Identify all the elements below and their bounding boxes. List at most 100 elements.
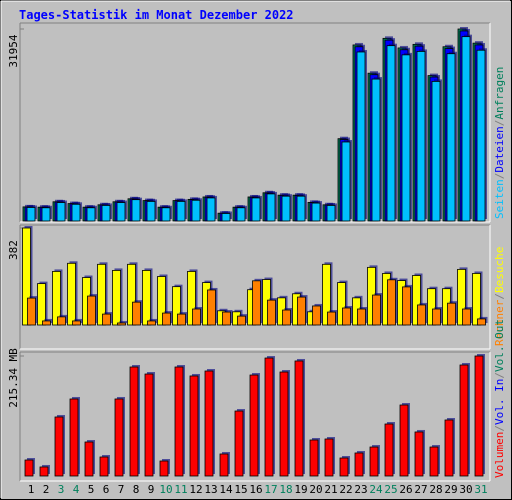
- bar: [372, 294, 381, 326]
- bar: [387, 279, 396, 326]
- bar: [87, 295, 96, 326]
- bar: [42, 320, 51, 326]
- bar: [311, 202, 321, 222]
- bar: [219, 453, 229, 477]
- legend: Rechner/Besuche: [493, 247, 506, 346]
- bar: [337, 282, 346, 326]
- x-tick-label: 24: [369, 483, 383, 496]
- bar: [457, 268, 466, 326]
- bar: [447, 302, 456, 326]
- bar: [147, 320, 156, 326]
- bar: [112, 270, 121, 326]
- bar: [206, 197, 216, 222]
- x-tick-label: 27: [414, 483, 427, 496]
- bar: [401, 54, 411, 222]
- bar: [266, 193, 276, 222]
- bar: [342, 307, 351, 326]
- x-tick-label: 30: [459, 483, 472, 496]
- x-tick-label: 4: [73, 483, 80, 496]
- x-tick-label: 29: [444, 483, 457, 496]
- bar: [72, 320, 81, 326]
- bar: [22, 227, 31, 326]
- bar: [327, 311, 336, 326]
- bar: [462, 308, 471, 326]
- bar: [322, 263, 331, 326]
- bar: [384, 423, 394, 477]
- bar: [312, 305, 321, 326]
- bar: [159, 460, 169, 477]
- bar: [281, 195, 291, 222]
- bar: [326, 205, 336, 222]
- bar: [24, 459, 34, 477]
- x-tick-label: 8: [133, 483, 140, 496]
- y-tick-label: 215.34 MB: [7, 348, 20, 408]
- x-tick-label: 9: [148, 483, 155, 496]
- bar: [446, 53, 456, 222]
- bar: [56, 202, 66, 222]
- x-tick-label: 13: [204, 483, 217, 496]
- bar: [296, 195, 306, 222]
- bar: [52, 271, 61, 326]
- bar: [252, 280, 261, 326]
- bar: [429, 446, 439, 477]
- bar: [174, 366, 184, 477]
- bar: [234, 410, 244, 477]
- x-tick-label: 21: [324, 483, 337, 496]
- bar: [417, 304, 426, 326]
- bar: [341, 141, 351, 222]
- bar: [157, 276, 166, 326]
- bar: [69, 398, 79, 477]
- bar: [444, 419, 454, 477]
- bar: [162, 312, 171, 326]
- bar: [132, 301, 141, 326]
- bar: [251, 197, 261, 222]
- x-tick-label: 26: [399, 483, 412, 496]
- bar: [114, 398, 124, 477]
- bar: [222, 311, 231, 326]
- x-tick-label: 25: [384, 483, 397, 496]
- bar: [297, 296, 306, 326]
- x-tick-label: 31: [474, 483, 487, 496]
- legend: Seiten/Dateien/Anfragen: [493, 67, 506, 219]
- bar: [282, 309, 291, 326]
- bar: [71, 203, 81, 222]
- bar: [402, 286, 411, 326]
- legend-separator: /: [493, 120, 506, 127]
- bar: [116, 202, 126, 222]
- legend-entry: Vol. Out: [493, 319, 506, 372]
- bar: [102, 313, 111, 326]
- bar: [279, 371, 289, 477]
- bar: [57, 316, 66, 326]
- bar: [354, 452, 364, 477]
- bar: [369, 446, 379, 477]
- x-tick-label: 19: [294, 483, 307, 496]
- bar: [432, 308, 441, 326]
- legend-separator: /: [493, 173, 506, 180]
- bar: [191, 199, 201, 222]
- y-tick-label: 382: [7, 240, 20, 260]
- bar: [399, 404, 409, 477]
- legend-entry: Anfragen: [493, 67, 506, 120]
- x-tick-label: 16: [249, 483, 262, 496]
- bar: [339, 457, 349, 477]
- bar: [146, 201, 156, 222]
- x-tick-label: 10: [159, 483, 172, 496]
- bar: [41, 207, 51, 222]
- bar: [142, 270, 151, 326]
- legend-entry: Volumen: [493, 432, 506, 478]
- bar: [207, 289, 216, 326]
- bar: [477, 318, 486, 326]
- bar: [67, 262, 76, 326]
- bar: [386, 45, 396, 222]
- bar: [127, 263, 136, 326]
- legend-separator: /: [493, 425, 506, 432]
- x-tick-label: 7: [118, 483, 125, 496]
- legend: Volumen/Vol. In/Vol. Out: [493, 319, 506, 478]
- legend-separator: /: [493, 372, 506, 379]
- x-tick-label: 14: [219, 483, 233, 496]
- bar: [99, 456, 109, 477]
- bar: [27, 297, 36, 326]
- bar: [414, 431, 424, 477]
- bar: [371, 78, 381, 222]
- bar: [431, 81, 441, 222]
